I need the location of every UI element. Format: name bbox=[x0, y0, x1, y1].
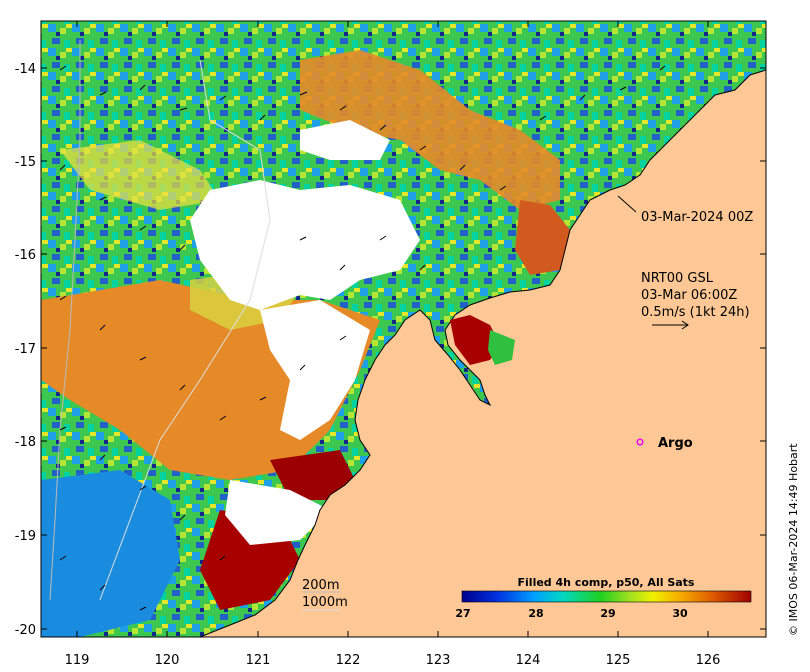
current-title: NRT00 GSL bbox=[641, 271, 714, 286]
map-plot-area bbox=[41, 21, 766, 637]
colorbar-title: Filled 4h comp, p50, All Sats bbox=[518, 576, 695, 589]
y-tick-label: -15 bbox=[15, 155, 36, 170]
sst-hot-region-south bbox=[270, 450, 355, 500]
y-tick-label: -14 bbox=[15, 62, 36, 77]
y-tick-label: -20 bbox=[15, 623, 36, 638]
cloud-mask-north-strip bbox=[300, 120, 390, 160]
cloud-mask-south bbox=[225, 480, 330, 545]
y-tick-label: -19 bbox=[15, 529, 36, 544]
isobath-1000m-label: 1000m bbox=[302, 595, 348, 610]
colorbar-gradient bbox=[461, 590, 752, 603]
sst-yellow-region-north bbox=[60, 140, 220, 210]
sst-cool-region-southwest bbox=[41, 470, 180, 637]
x-tick-label: 125 bbox=[606, 653, 631, 668]
land-inlet-green bbox=[488, 330, 515, 365]
tick-marks bbox=[41, 21, 766, 637]
x-tick-label: 124 bbox=[516, 653, 541, 668]
x-tick-label: 120 bbox=[155, 653, 180, 668]
x-tick-label: 119 bbox=[65, 653, 90, 668]
land-inlet-mangrove bbox=[450, 315, 500, 365]
y-tick-label: -17 bbox=[15, 342, 36, 357]
x-tick-label: 123 bbox=[426, 653, 451, 668]
isobath-line-1000m bbox=[99, 59, 271, 601]
isobath-line-200m bbox=[49, 40, 81, 601]
argo-label: Argo bbox=[658, 436, 693, 451]
credit-label: © IMOS 06-Mar-2024 14:49 Hobart bbox=[787, 443, 800, 636]
isobath-200m-label: 200m bbox=[302, 578, 339, 593]
plot-frame bbox=[40, 20, 767, 638]
colorbar-tick-label: 28 bbox=[528, 607, 543, 620]
cloud-mask-coastal bbox=[260, 300, 370, 440]
colorbar-tick-label: 29 bbox=[600, 607, 615, 620]
y-tick-label: -18 bbox=[15, 435, 36, 450]
argo-float-marker bbox=[636, 438, 644, 446]
x-tick-label: 122 bbox=[336, 653, 361, 668]
sst-warm-region-coast-north bbox=[515, 200, 570, 275]
cloud-mask-central bbox=[190, 180, 420, 310]
colorbar-tick-label: 27 bbox=[455, 607, 470, 620]
colorbar-tick-label: 30 bbox=[672, 607, 688, 620]
y-tick-label: -16 bbox=[15, 248, 36, 263]
date-pointer-arrow bbox=[617, 195, 637, 213]
current-time: 03-Mar 06:00Z bbox=[641, 288, 737, 303]
x-tick-label: 126 bbox=[696, 653, 721, 668]
sst-warm-region-north bbox=[300, 50, 560, 210]
date-label: 03-Mar-2024 00Z bbox=[641, 210, 753, 225]
current-vectors bbox=[59, 65, 666, 611]
x-tick-label: 121 bbox=[246, 653, 271, 668]
current-scale-arrow bbox=[652, 320, 689, 330]
current-scale-label: 0.5m/s (1kt 24h) bbox=[641, 305, 750, 320]
